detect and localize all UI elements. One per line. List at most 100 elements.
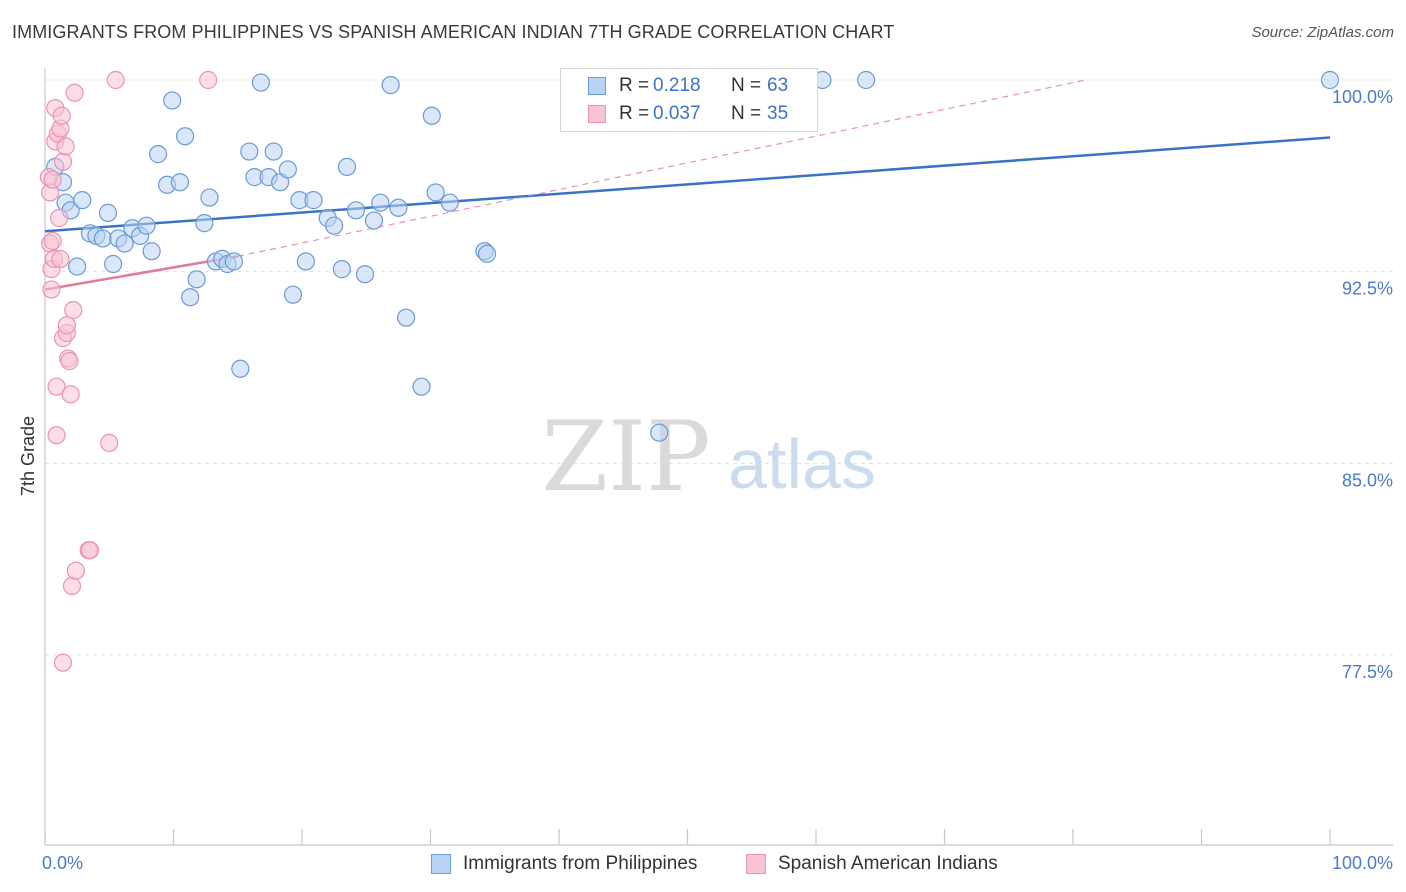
data-point-spanish-american-indian — [80, 541, 100, 560]
data-point-spanish-american-indian — [43, 231, 62, 251]
data-point-spanish-american-indian — [57, 316, 76, 335]
watermark-atlas: atlas — [728, 425, 876, 503]
data-point-spanish-american-indian — [199, 70, 218, 90]
data-point-spanish-american-indian — [47, 377, 66, 396]
data-point-spanish-american-indian — [47, 426, 66, 445]
data-point-philippines — [115, 234, 134, 253]
data-point-philippines — [381, 76, 400, 95]
data-point-spanish-american-indian — [52, 106, 71, 125]
y-tick-label: 92.5% — [1342, 279, 1393, 299]
data-point-spanish-american-indian — [100, 433, 119, 452]
y-axis-title: 7th Grade — [18, 416, 38, 496]
source-credit: Source: ZipAtlas.com — [1251, 24, 1394, 41]
data-point-philippines — [224, 252, 243, 271]
trend-line-philippines — [44, 136, 1331, 233]
data-point-philippines — [440, 193, 459, 212]
data-point-spanish-american-indian — [64, 300, 83, 320]
data-point-philippines — [1320, 70, 1340, 90]
data-point-spanish-american-indian — [62, 576, 82, 596]
data-point-philippines — [304, 191, 323, 210]
legend-swatch-blue — [588, 77, 606, 95]
legend-swatch-blue — [431, 854, 451, 874]
data-point-philippines — [137, 216, 156, 235]
data-point-philippines — [650, 423, 669, 442]
legend-row-philippines: R = 0.218 N = 63 — [561, 73, 817, 99]
data-point-philippines — [371, 193, 390, 212]
trend-line-spanish-american-indians — [44, 255, 238, 291]
data-point-spanish-american-indian — [60, 352, 79, 371]
legend-r-label: R = — [619, 103, 650, 124]
data-point-philippines — [332, 260, 351, 279]
data-point-philippines — [148, 145, 168, 164]
legend-n-value: 63 — [767, 75, 789, 96]
data-point-philippines — [477, 244, 497, 263]
data-point-philippines — [251, 73, 270, 92]
data-point-philippines — [231, 359, 250, 378]
watermark: ZIP atlas — [541, 401, 876, 513]
data-point-philippines — [170, 173, 190, 192]
data-point-philippines — [396, 308, 416, 327]
data-point-philippines — [389, 198, 408, 217]
legend-row-spanish-american-indians: R = 0.037 N = 35 — [561, 101, 817, 127]
data-point-philippines — [142, 242, 161, 261]
data-point-spanish-american-indian — [66, 561, 85, 580]
data-point-philippines — [325, 216, 344, 235]
data-point-philippines — [355, 265, 375, 284]
data-point-philippines — [422, 106, 441, 125]
data-points — [39, 70, 1340, 672]
data-point-philippines — [93, 229, 112, 248]
axis-labels: 100.0% 92.5% 85.0% 77.5% 0.0% 100.0% 7th Grade — [18, 87, 1393, 873]
data-point-spanish-american-indian — [43, 170, 62, 189]
data-point-philippines — [412, 377, 431, 396]
legend-n-label: N = — [731, 75, 762, 96]
data-point-spanish-american-indian — [65, 83, 84, 102]
data-point-spanish-american-indian — [42, 280, 61, 299]
data-point-spanish-american-indian — [50, 208, 69, 228]
data-point-philippines — [364, 211, 384, 230]
legend-swatch-pink — [746, 854, 766, 874]
y-tick-label: 85.0% — [1342, 470, 1393, 490]
legend-n-value: 35 — [767, 103, 789, 124]
data-point-philippines — [195, 214, 214, 233]
x-tick-label: 100.0% — [1332, 853, 1393, 873]
data-point-philippines — [181, 288, 200, 307]
data-point-philippines — [278, 160, 297, 179]
data-point-philippines — [68, 257, 87, 276]
data-point-philippines — [426, 183, 445, 202]
legend-label: Immigrants from Philippines — [463, 853, 698, 874]
legend-n-label: N = — [731, 103, 762, 124]
axes — [44, 68, 1393, 846]
data-point-philippines — [337, 157, 357, 176]
data-point-philippines — [283, 285, 303, 304]
stats-legend: R = 0.218 N = 63 R = 0.037 N = 35 — [560, 68, 818, 132]
y-tick-label: 77.5% — [1342, 662, 1393, 682]
legend-label: Spanish American Indians — [778, 853, 998, 874]
legend-r-label: R = — [619, 75, 650, 96]
data-point-philippines — [98, 203, 118, 222]
data-point-philippines — [200, 188, 219, 207]
data-point-philippines — [296, 252, 315, 271]
legend-swatch-pink — [588, 105, 606, 123]
legend-r-value: 0.218 — [653, 75, 701, 96]
data-point-philippines — [240, 142, 259, 161]
data-point-spanish-american-indian — [61, 385, 80, 404]
data-point-spanish-american-indian — [53, 152, 73, 171]
data-point-spanish-american-indian — [51, 249, 70, 268]
data-point-philippines — [163, 91, 182, 110]
data-point-philippines — [73, 191, 92, 210]
data-point-philippines — [264, 142, 283, 161]
watermark-zip: ZIP — [541, 401, 710, 513]
x-tick-label: 0.0% — [42, 853, 83, 873]
data-point-spanish-american-indian — [53, 653, 73, 672]
y-tick-label: 100.0% — [1332, 87, 1393, 107]
data-point-philippines — [857, 70, 876, 90]
chart-title: IMMIGRANTS FROM PHILIPPINES VS SPANISH A… — [12, 22, 895, 42]
data-point-philippines — [104, 254, 123, 274]
data-point-philippines — [187, 270, 206, 289]
legend-r-value: 0.037 — [653, 103, 701, 124]
data-point-spanish-american-indian — [106, 70, 125, 90]
data-point-philippines — [346, 201, 366, 220]
data-point-spanish-american-indian — [56, 137, 75, 156]
data-point-philippines — [175, 127, 195, 146]
